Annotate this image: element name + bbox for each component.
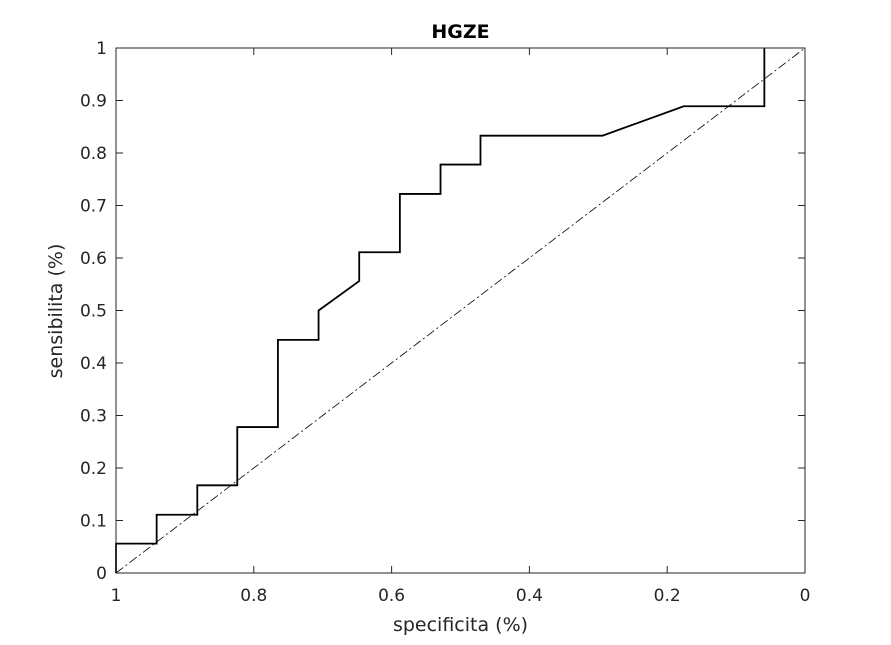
roc-curve-line [115, 48, 766, 573]
y-tick-label: 0 [96, 564, 107, 584]
y-tick-label: 0.3 [80, 407, 107, 427]
x-axis-label: specificita (%) [393, 614, 528, 636]
y-axis-label: sensibilita (%) [45, 244, 67, 379]
y-tick-label: 0.1 [80, 512, 107, 532]
x-tick-label: 0.4 [516, 586, 543, 606]
series-layer [115, 47, 806, 574]
y-tick-label: 0.4 [80, 354, 107, 374]
chance-diagonal-line [115, 47, 806, 574]
x-tick-label: 0 [800, 586, 811, 606]
chart-title: HGZE [431, 21, 489, 43]
y-tick-layer: 0 0.1 0.2 0.3 0.4 0.5 0.6 0.7 0.8 0.9 1 [80, 39, 805, 584]
x-tick-label: 1 [111, 586, 122, 606]
y-tick-label: 0.2 [80, 459, 107, 479]
y-tick-label: 0.5 [80, 302, 107, 322]
x-tick-layer: 1 0.8 0.6 0.4 0.2 0 [111, 48, 811, 606]
x-tick-label: 0.2 [654, 586, 681, 606]
y-tick-label: 1 [96, 39, 107, 59]
y-tick-label: 0.8 [80, 144, 107, 164]
y-tick-label: 0.6 [80, 249, 107, 269]
x-tick-label: 0.6 [378, 586, 405, 606]
x-tick-label: 0.8 [240, 586, 267, 606]
y-tick-label: 0.9 [80, 92, 107, 112]
y-tick-label: 0.7 [80, 197, 107, 217]
